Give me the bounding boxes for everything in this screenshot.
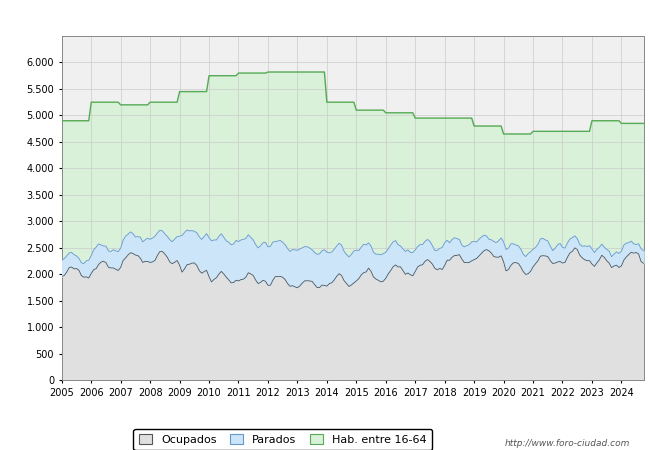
Text: Pedro Muñoz - Evolucion de la poblacion en edad de Trabajar Septiembre de 2024: Pedro Muñoz - Evolucion de la poblacion … [25,9,625,24]
Text: http://www.foro-ciudad.com: http://www.foro-ciudad.com [505,439,630,448]
Legend: Ocupados, Parados, Hab. entre 16-64: Ocupados, Parados, Hab. entre 16-64 [133,428,432,450]
